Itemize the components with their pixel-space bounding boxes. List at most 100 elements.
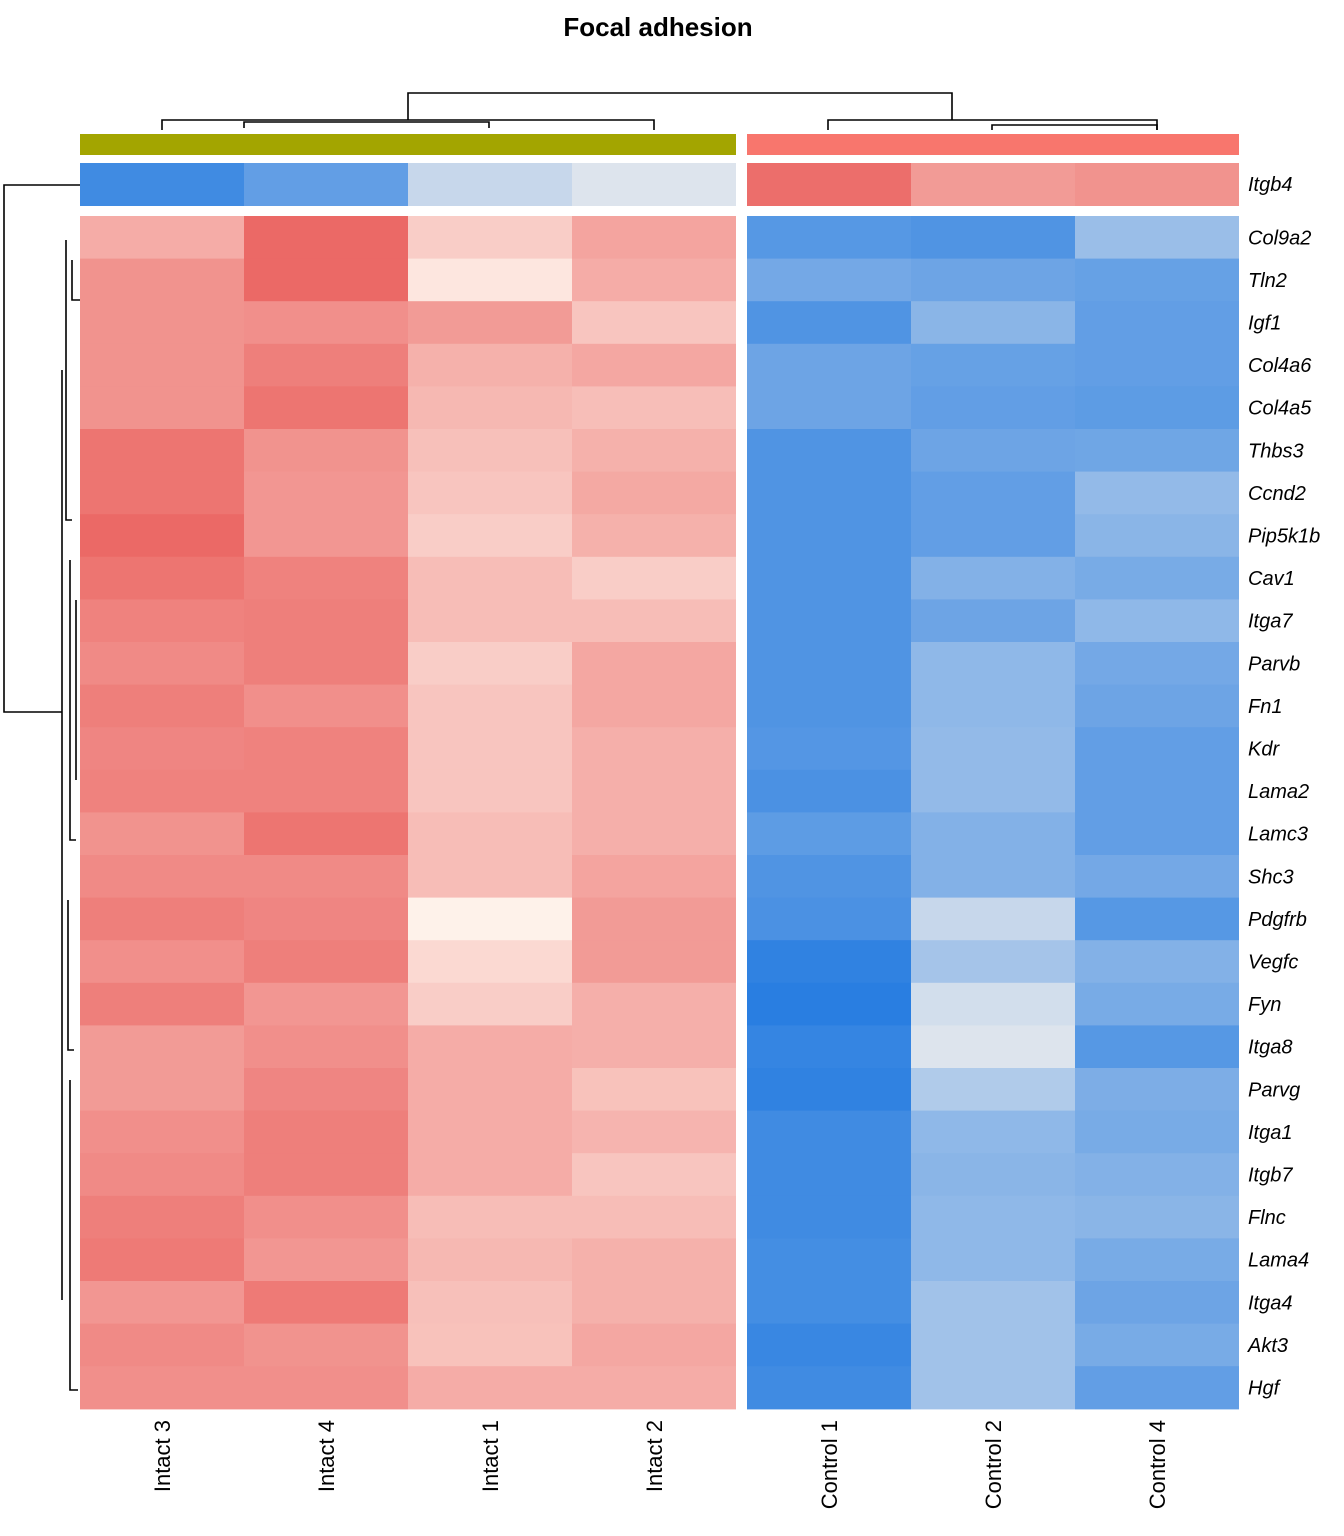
heatmap-cell	[244, 727, 408, 771]
heatmap-cell	[572, 1323, 736, 1367]
heatmap-cell	[911, 1195, 1075, 1239]
row-label: Pip5k1b	[1248, 526, 1320, 548]
row-label: Lama2	[1248, 781, 1309, 803]
heatmap-cell	[572, 1195, 736, 1239]
heatmap-cell	[244, 343, 408, 387]
row-label: Pdgfrb	[1248, 909, 1307, 931]
itgb4-cell	[747, 163, 911, 206]
heatmap-cell	[244, 769, 408, 813]
heatmap-cell	[244, 386, 408, 430]
heatmap-cell	[911, 812, 1075, 856]
heatmap-cell	[747, 1323, 911, 1367]
heatmap-cell	[1075, 642, 1239, 686]
heatmap-cell	[747, 982, 911, 1026]
heatmap-cell	[80, 386, 244, 430]
heatmap-cell	[80, 216, 244, 260]
heatmap-cell	[1075, 471, 1239, 515]
heatmap-cell	[244, 514, 408, 558]
heatmap-cell	[408, 642, 572, 686]
heatmap-cell	[1075, 982, 1239, 1026]
heatmap-cell	[408, 1238, 572, 1282]
row-label: Lamc3	[1248, 824, 1308, 846]
heatmap-cell	[244, 429, 408, 473]
heatmap-cell	[408, 1281, 572, 1325]
heatmap-cell	[244, 556, 408, 600]
heatmap-cell	[80, 727, 244, 771]
heatmap-cell	[408, 216, 572, 260]
column-label: Intact 3	[150, 1420, 175, 1492]
itgb4-cell	[911, 163, 1075, 206]
heatmap-cell	[572, 514, 736, 558]
heatmap-cell	[80, 684, 244, 728]
heatmap-cell	[572, 684, 736, 728]
column-label: Intact 1	[478, 1420, 503, 1492]
heatmap-cell	[747, 1153, 911, 1197]
heatmap-cell	[572, 1281, 736, 1325]
heatmap-cell	[747, 258, 911, 302]
heatmap-cell	[911, 386, 1075, 430]
heatmap-cell	[408, 301, 572, 345]
heatmap-cell	[747, 429, 911, 473]
heatmap-cell	[1075, 599, 1239, 643]
heatmap-cell	[572, 940, 736, 984]
heatmap-cell	[408, 812, 572, 856]
heatmap-cell	[572, 258, 736, 302]
heatmap-cell	[747, 1281, 911, 1325]
heatmap-cell	[80, 1323, 244, 1367]
heatmap-cell	[1075, 1366, 1239, 1410]
group-bar-control	[747, 134, 1239, 155]
heatmap-cell	[1075, 1153, 1239, 1197]
heatmap-cell	[80, 1238, 244, 1282]
heatmap-cell	[572, 343, 736, 387]
heatmap-cell	[572, 1110, 736, 1154]
heatmap-cell	[244, 1110, 408, 1154]
heatmap-cell	[80, 471, 244, 515]
row-label: Hgf	[1248, 1378, 1282, 1400]
heatmap-cell	[572, 386, 736, 430]
heatmap-cell	[747, 301, 911, 345]
heatmap-cell	[911, 1153, 1075, 1197]
heatmap-cell	[244, 599, 408, 643]
heatmap-cell	[572, 216, 736, 260]
heatmap-cell	[80, 514, 244, 558]
heatmap-cell	[911, 429, 1075, 473]
heatmap-cell	[747, 514, 911, 558]
heatmap-cell	[1075, 1110, 1239, 1154]
heatmap-cell	[408, 599, 572, 643]
heatmap-cell	[572, 1366, 736, 1410]
heatmap-cell	[80, 258, 244, 302]
heatmap-cell	[80, 812, 244, 856]
row-label: Fn1	[1248, 696, 1282, 718]
row-label: Col4a6	[1248, 355, 1312, 377]
heatmap-cell	[572, 897, 736, 941]
heatmap-cell	[911, 855, 1075, 899]
heatmap-cell	[244, 1281, 408, 1325]
heatmap-cell	[1075, 769, 1239, 813]
heatmap-cell	[747, 386, 911, 430]
row-label: Itga4	[1248, 1292, 1292, 1314]
heatmap-cell	[572, 727, 736, 771]
heatmap-cell	[747, 642, 911, 686]
heatmap-cell	[244, 1068, 408, 1112]
heatmap-cell	[747, 897, 911, 941]
heatmap-cell	[911, 769, 1075, 813]
heatmap-cell	[747, 1110, 911, 1154]
row-label: Kdr	[1248, 739, 1280, 761]
row-label: Tln2	[1248, 270, 1287, 292]
heatmap-cell	[747, 216, 911, 260]
heatmap-cell	[408, 386, 572, 430]
row-label: Akt3	[1247, 1335, 1288, 1357]
chart-title: Focal adhesion	[563, 12, 752, 42]
heatmap-cell	[408, 855, 572, 899]
heatmap-cell	[911, 940, 1075, 984]
heatmap-cell	[1075, 1025, 1239, 1069]
heatmap-cell	[747, 599, 911, 643]
heatmap-cell	[244, 1366, 408, 1410]
heatmap-cell	[572, 982, 736, 1026]
itgb4-cell	[408, 163, 572, 206]
heatmap-cell	[1075, 429, 1239, 473]
heatmap-cell	[572, 1025, 736, 1069]
heatmap-cell	[572, 1238, 736, 1282]
heatmap-cell	[1075, 258, 1239, 302]
